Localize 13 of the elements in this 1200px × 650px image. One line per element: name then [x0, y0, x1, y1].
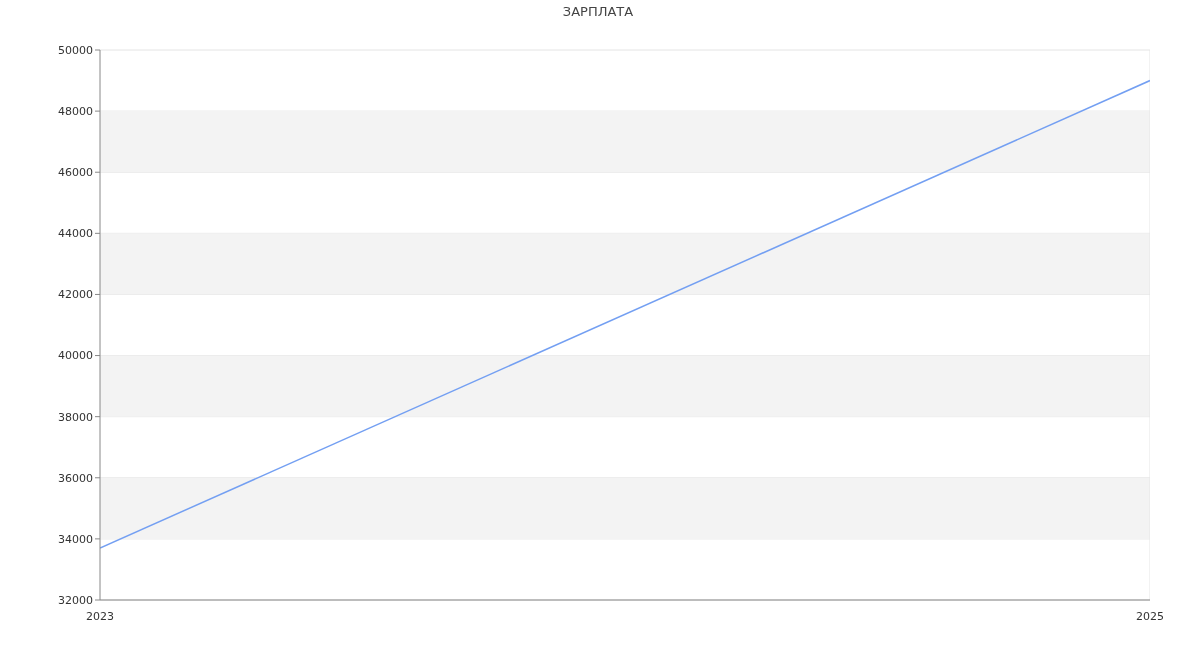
y-tick-label: 40000: [58, 349, 93, 363]
y-tick-label: 38000: [58, 410, 93, 424]
y-tick-label: 36000: [58, 471, 93, 485]
y-tick-label: 44000: [58, 227, 93, 241]
y-tick-label: 46000: [58, 166, 93, 180]
y-tick-label: 34000: [58, 532, 93, 546]
y-tick-label: 32000: [58, 593, 93, 607]
x-tick-label: 2023: [86, 609, 114, 623]
y-tick-label: 50000: [58, 43, 93, 57]
y-tick-label: 48000: [58, 105, 93, 119]
chart-title: ЗАРПЛАТА: [561, 4, 635, 19]
y-tick-label: 42000: [58, 288, 93, 302]
x-tick-label: 2025: [1136, 609, 1164, 623]
